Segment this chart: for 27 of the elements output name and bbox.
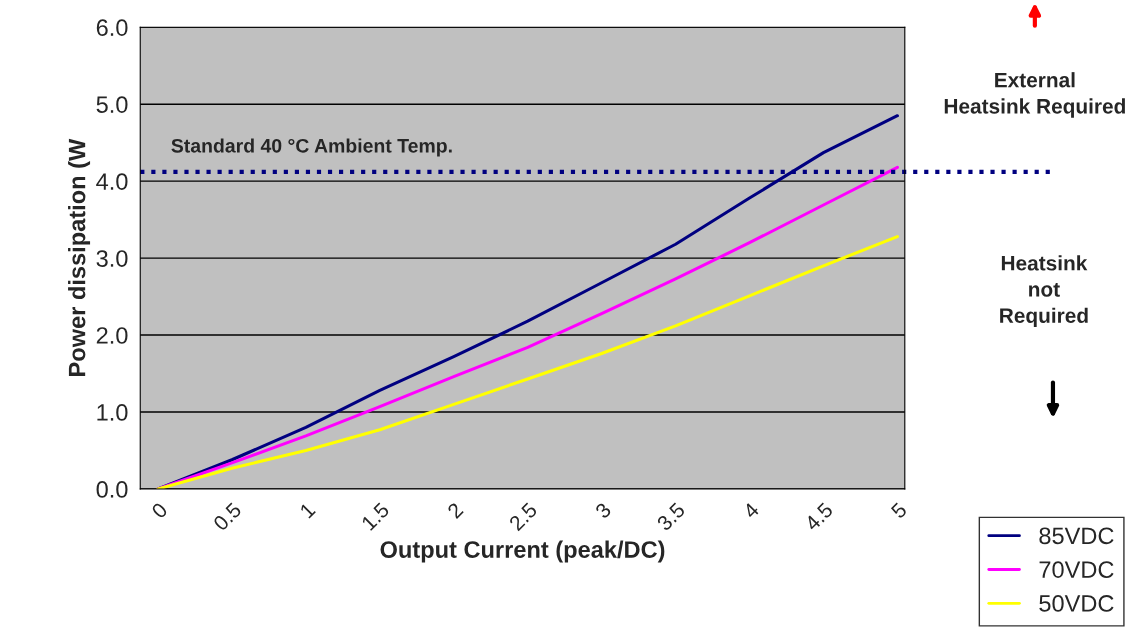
text: External Heatsink Required [944, 72, 1125, 118]
x-tick-label: 3.5 [656, 501, 686, 532]
x-tick-label: 1.5 [361, 501, 391, 531]
x-tick-label: 0 [150, 501, 169, 520]
legend-label: 85VDC [1039, 527, 1114, 545]
legend-label: 70VDC [1039, 561, 1114, 578]
y-tick-label: 1.0 [97, 404, 128, 421]
legend-label: 50VDC [1039, 595, 1114, 612]
x-tick-label: 2.5 [508, 501, 538, 532]
y-tick-label: 2.0 [96, 327, 128, 344]
x-tick-label: 0.5 [212, 501, 243, 532]
y-tick-label: 4.0 [96, 173, 128, 190]
x-axis-title: Output Current (peak/DC) [380, 540, 665, 563]
x-tick-label: 3 [594, 501, 612, 520]
ref-line-label: Standard 40 °C Ambient Temp. [171, 138, 452, 157]
x-tick-label: 1 [299, 502, 316, 519]
y-tick-label: 3.0 [96, 250, 128, 267]
y-tick-label: 5.0 [96, 96, 128, 113]
line-series [156, 235, 899, 489]
y-axis-title: Power dissipation (W [68, 138, 91, 376]
x-tick-label: 4.5 [803, 501, 834, 532]
x-tick-label: 4 [742, 501, 760, 520]
text: Heatsink not Required [1000, 255, 1088, 328]
x-tick-label: 5 [890, 501, 908, 520]
x-tick-label: 2 [446, 501, 464, 519]
y-tick-label: 0.0 [96, 481, 128, 498]
y-tick-label: 6.0 [96, 19, 128, 37]
